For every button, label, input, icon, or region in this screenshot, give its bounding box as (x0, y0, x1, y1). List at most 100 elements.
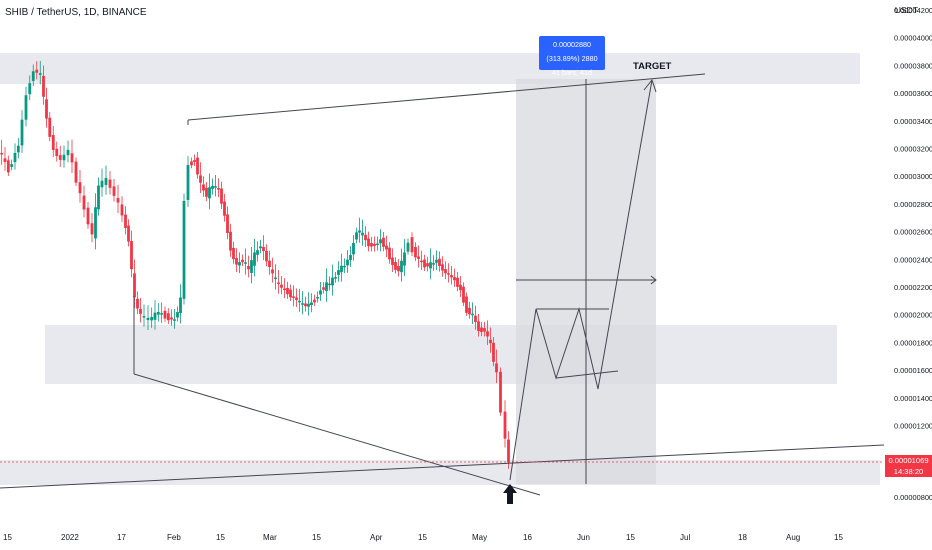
candle-body (130, 241, 133, 270)
time-tick-label: Jul (680, 533, 690, 542)
candle-body (51, 135, 55, 150)
candle-body (364, 234, 367, 241)
base-trendline[interactable] (0, 444, 885, 489)
candle-body (97, 185, 100, 210)
price-tick-label: 0.00002600 (894, 228, 932, 237)
measure-change: 0.00002880 (313.89%) 2880 (546, 40, 598, 63)
candle-body (208, 187, 211, 199)
candle-body (199, 175, 202, 183)
candle-body (142, 316, 146, 318)
target-arrowhead (643, 78, 657, 93)
candle-body (420, 260, 423, 263)
time-tick-label: 15 (626, 533, 635, 542)
candle-body (462, 286, 465, 303)
candle-body (489, 339, 492, 344)
candle-body (403, 252, 406, 266)
candle-body (352, 243, 355, 255)
candle-body (334, 277, 337, 279)
candle-body (337, 270, 340, 275)
candle-body (471, 313, 474, 316)
candle-body (307, 303, 310, 307)
price-tick-label: 0.00003600 (894, 89, 932, 98)
candle-body (241, 259, 244, 263)
candle-body (66, 149, 70, 156)
candle-body (70, 153, 74, 163)
candle-body (503, 411, 507, 439)
candle-body (507, 439, 510, 463)
candle-body (24, 95, 28, 120)
lower-trendline[interactable] (133, 373, 541, 496)
last-price-tag: 0.00001069 14:38:20 (885, 455, 932, 477)
price-tick-label: 0.00003400 (894, 117, 932, 126)
candle-body (153, 312, 157, 320)
candle-body (28, 83, 32, 95)
candle-body (182, 200, 186, 299)
candle-body (120, 204, 124, 216)
candle-body (343, 265, 346, 268)
candle-body (31, 71, 35, 81)
candle-body (486, 331, 489, 337)
upper-trendline[interactable] (187, 73, 706, 121)
candle-body (410, 237, 414, 253)
price-axis: 0.00004200 0.00004000 0.00003800 0.00003600… (894, 6, 932, 502)
time-axis: 15 2022 17 Feb 15 Mar 15 Apr 15 May 16 Jun 15 Jul 18 Au… (3, 533, 843, 542)
candle-body (397, 265, 400, 272)
candle-body (247, 265, 250, 270)
candle-body (289, 289, 292, 298)
time-tick-label: Feb (167, 533, 181, 542)
candle-body (176, 312, 179, 318)
candle-body (253, 252, 256, 266)
candle-body (346, 259, 349, 266)
candle-body (423, 259, 426, 268)
candle-body (74, 161, 78, 183)
candle-body (426, 263, 429, 267)
candle-body (268, 260, 271, 267)
candle-body (45, 99, 48, 119)
candle-body (262, 246, 265, 251)
candle-body (170, 317, 173, 320)
candle-body (13, 152, 17, 163)
candle-body (301, 303, 304, 305)
price-tick-label: 0.00004200 (894, 6, 932, 15)
candle-body (104, 178, 108, 185)
candle-body (193, 160, 196, 162)
time-tick-label: 18 (738, 533, 747, 542)
candle-body (42, 75, 45, 97)
candle-body (361, 232, 364, 236)
price-tick-label: 0.00002800 (894, 200, 932, 209)
candle-body (477, 321, 480, 331)
symbol-title: SHIB / TetherUS, 1D, BINANCE (5, 7, 147, 18)
candle-body (453, 277, 456, 281)
candle-body (211, 185, 214, 189)
candle-body (465, 296, 468, 313)
projected-path[interactable] (509, 79, 653, 481)
last-price-value: 0.00001069 (888, 456, 929, 465)
candle-body (55, 148, 59, 156)
price-tick-label: 0.00002400 (894, 255, 932, 264)
candle-body (495, 363, 498, 373)
candle-body (373, 243, 376, 246)
candle-body (271, 269, 274, 274)
candle-body (160, 313, 164, 315)
candle-body (58, 155, 62, 160)
candle-body (173, 319, 176, 321)
time-tick-label: 15 (216, 533, 225, 542)
candle-body (259, 246, 262, 249)
candle-body (450, 275, 453, 278)
candle-body (10, 164, 14, 167)
candle-body (214, 186, 217, 188)
measure-tooltip: 0.00002880 (313.89%) 2880 41 bars, 41d (539, 36, 605, 77)
candle-body (459, 284, 462, 291)
candle-body (48, 117, 52, 137)
candle-body (82, 195, 86, 210)
candle-body (86, 207, 90, 225)
price-tick-label: 0.00001200 (894, 422, 932, 431)
candle-body (310, 302, 313, 306)
candle-body (250, 260, 253, 273)
candle-body (499, 371, 502, 413)
candle-body (38, 73, 42, 75)
candle-body (468, 307, 471, 315)
time-tick-label: Aug (786, 533, 800, 542)
time-tick-label: 2022 (61, 533, 79, 542)
